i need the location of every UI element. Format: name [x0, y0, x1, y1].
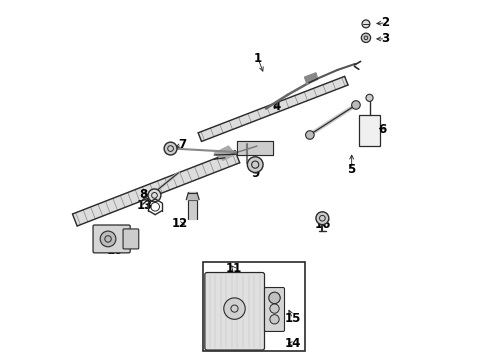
Circle shape	[315, 212, 328, 225]
Text: 3: 3	[381, 32, 389, 45]
FancyBboxPatch shape	[123, 229, 139, 249]
Text: 14: 14	[284, 337, 300, 350]
Text: 4: 4	[272, 100, 280, 113]
Text: 15: 15	[284, 312, 300, 325]
Circle shape	[361, 20, 369, 28]
Text: 16: 16	[314, 218, 330, 231]
Polygon shape	[198, 76, 347, 141]
Circle shape	[224, 298, 244, 319]
FancyBboxPatch shape	[204, 273, 264, 350]
Polygon shape	[188, 200, 197, 219]
Circle shape	[269, 315, 279, 324]
Text: 11: 11	[225, 262, 242, 275]
Text: 8: 8	[140, 188, 147, 201]
Polygon shape	[186, 193, 199, 200]
FancyBboxPatch shape	[264, 288, 284, 332]
Circle shape	[100, 231, 116, 247]
Polygon shape	[72, 151, 239, 226]
FancyBboxPatch shape	[93, 225, 130, 253]
Circle shape	[268, 292, 280, 303]
Polygon shape	[214, 146, 235, 160]
Text: 10: 10	[107, 244, 123, 257]
Text: 12: 12	[171, 217, 187, 230]
Text: 9: 9	[250, 167, 259, 180]
Text: 5: 5	[347, 163, 355, 176]
Polygon shape	[304, 73, 317, 84]
Bar	[203, 262, 305, 351]
Polygon shape	[237, 141, 272, 155]
Circle shape	[365, 94, 372, 102]
Text: 6: 6	[377, 123, 386, 136]
Bar	[358, 114, 380, 146]
Circle shape	[148, 189, 161, 202]
Circle shape	[361, 33, 370, 42]
Circle shape	[351, 101, 360, 109]
Circle shape	[247, 157, 263, 172]
Text: 1: 1	[253, 52, 262, 65]
Text: 13: 13	[136, 199, 152, 212]
Text: 2: 2	[381, 16, 389, 29]
Circle shape	[305, 131, 313, 139]
Circle shape	[164, 142, 177, 155]
Text: 7: 7	[178, 139, 185, 152]
Circle shape	[269, 304, 279, 313]
